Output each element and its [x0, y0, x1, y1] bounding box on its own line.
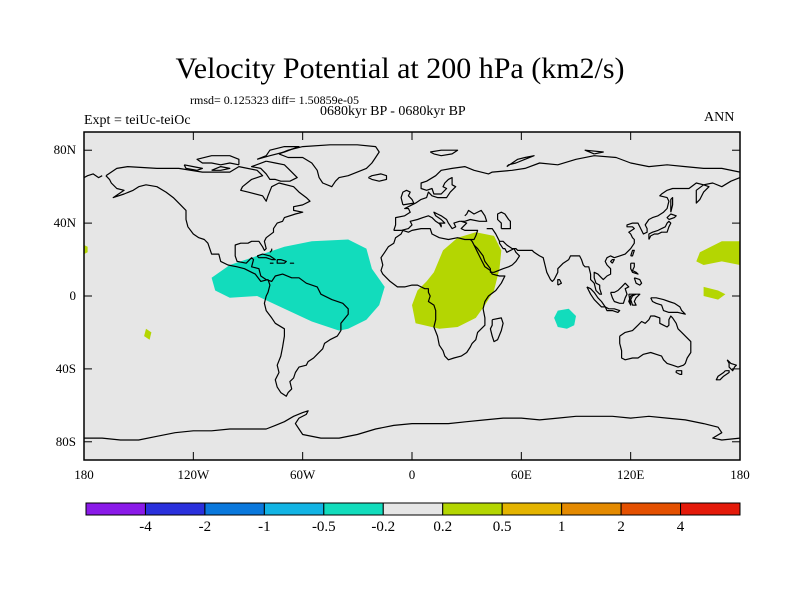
coastline-segment	[604, 306, 621, 313]
lon-tick-label: 180	[74, 467, 94, 482]
coastline-segment	[630, 262, 639, 275]
lon-tick-label: 180	[730, 467, 750, 482]
colorbar-box	[620, 502, 682, 516]
colorbar-label: 0.2	[433, 519, 453, 535]
coastline-segment	[628, 293, 641, 306]
colorbar-box	[501, 502, 563, 516]
coastline-segment	[610, 259, 615, 264]
region-date-line-sliver	[84, 245, 88, 255]
coastline-segment	[726, 359, 737, 372]
coastline-segment	[670, 197, 674, 213]
coastline-segment	[393, 209, 488, 231]
axis-ticks	[83, 132, 741, 460]
coastline-segment	[105, 166, 349, 397]
stats-line: rmsd= 0.125323 diff= 1.50859e-05	[190, 93, 359, 107]
colorbar-box	[382, 502, 444, 516]
colorbar-box	[263, 502, 325, 516]
colorbar-label: -0.2	[371, 519, 396, 535]
coastline-segment	[648, 220, 672, 240]
coastlines	[83, 144, 741, 441]
colorbar-label: 0.5	[492, 519, 512, 535]
colorbar-label: 1	[557, 519, 566, 535]
lon-tick-label: 120W	[177, 467, 210, 482]
coastline-segment	[429, 149, 459, 157]
colorbar-label: -0.5	[311, 519, 336, 535]
season-label: ANN	[704, 110, 735, 125]
anomaly-regions	[84, 232, 740, 340]
coastline-segment	[557, 279, 562, 286]
lat-tick-label: 40N	[53, 215, 76, 231]
colorbar-box	[561, 502, 622, 516]
coastline-segment	[368, 173, 388, 182]
coastline-segment	[196, 155, 240, 166]
coastline-segment	[650, 297, 686, 315]
coastline-segment	[276, 259, 287, 264]
coastline-segment	[256, 253, 276, 261]
coastline-segment	[489, 317, 504, 343]
period-label: 0680kyr BP - 0680kyr BP	[320, 104, 466, 119]
lat-tick-label: 40S	[55, 360, 76, 376]
coastline-segment	[497, 211, 511, 230]
lat-tick-label: 0	[69, 288, 77, 303]
coastline-segment	[183, 164, 203, 171]
coastline-segment	[584, 149, 604, 155]
coastline-segment	[666, 213, 677, 221]
coastline-segment	[486, 228, 501, 242]
colorbar-box	[442, 502, 503, 516]
coastline-segment	[610, 282, 630, 304]
coastline-segment	[256, 146, 300, 160]
colorbar-label: 4	[676, 519, 685, 535]
lat-tick-label: 80S	[55, 433, 76, 449]
lon-tick-label: 60W	[290, 467, 316, 482]
colorbar-label: -1	[258, 519, 271, 535]
coastline-segment	[633, 277, 643, 286]
colorbar-box	[85, 502, 146, 516]
colorbar-label: -2	[198, 519, 212, 535]
lon-tick-label: 120E	[616, 467, 645, 482]
colorbar-label: -4	[139, 519, 152, 535]
coastline-segment	[393, 155, 741, 231]
coastline-segment	[675, 370, 683, 375]
coastline-segment	[506, 155, 535, 168]
experiment-label: Expt = teiUc-teiOc	[84, 113, 191, 128]
colorbar-box	[144, 502, 206, 516]
lon-tick-label: 60E	[510, 467, 532, 482]
coastline-segment	[278, 144, 380, 188]
coastline-segment	[380, 220, 506, 361]
region-tropical-atlantic-negative	[211, 239, 385, 331]
map-background	[84, 132, 740, 460]
region-north-pacific-positive	[696, 241, 740, 265]
coastline-segment	[269, 248, 273, 253]
colorbar-box	[204, 502, 265, 516]
lon-tick-label: 0	[408, 467, 416, 482]
colorbar-label: 2	[617, 519, 625, 535]
plot-title: Velocity Potential at 200 hPa (km2/s)	[175, 52, 625, 85]
coastline-segment	[473, 177, 741, 295]
coastline-segment	[715, 370, 730, 381]
coastline-segment	[84, 410, 741, 441]
coastline-segment	[630, 249, 635, 257]
colorbar	[85, 502, 741, 516]
coastline-segment	[251, 160, 298, 182]
coastline-segment	[211, 166, 231, 171]
region-indian-ocean-negative	[554, 308, 576, 329]
coastline-segment	[400, 189, 415, 206]
lat-tick-label: 80N	[53, 142, 76, 158]
region-south-pacific-positive	[144, 328, 152, 340]
colorbar-box	[323, 502, 384, 516]
coastline-segment	[619, 315, 692, 368]
colorbar-box	[680, 502, 741, 516]
region-west-pacific-positive	[703, 286, 726, 300]
coastline-segment	[83, 173, 103, 179]
